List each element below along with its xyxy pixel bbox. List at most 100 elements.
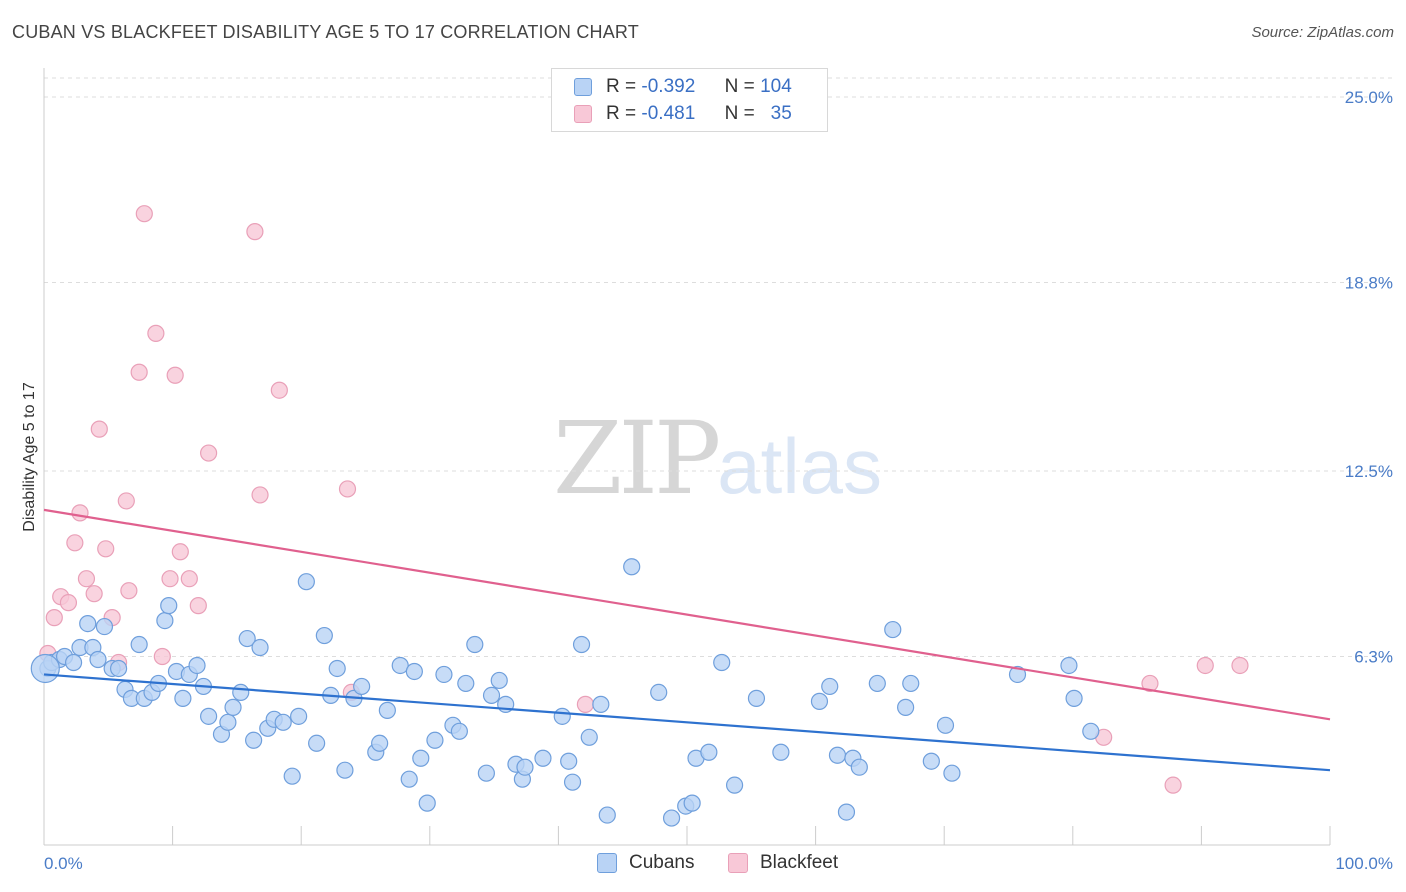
cubans-point [1008,665,1027,684]
blackfeet-point [246,223,264,241]
blackfeet-point [161,570,179,588]
source-credit: Source: ZipAtlas.com [1251,24,1394,41]
blackfeet-point [77,570,96,588]
cubans-point [516,758,534,776]
cubans-point [238,629,256,648]
watermark-zip: ZIP [553,400,721,517]
y-axis-label: Disability Age 5 to 17 [21,382,38,532]
cubans-point [274,713,292,731]
cubans-point [308,734,326,752]
cubans-swatch [574,78,592,96]
blackfeet-point [1164,776,1182,794]
cubans-point [353,677,371,696]
cubans-point [30,653,60,684]
legend-r-value: -0.481 [641,103,696,124]
cubans-point [336,761,354,779]
cubans-point [868,674,886,693]
blackfeet-point [71,504,89,522]
x-tick-label: 100.0% [1335,854,1393,873]
cubans-point [553,707,571,725]
cubans-point [490,671,508,690]
cubans-point [1065,689,1083,707]
legend-n-label: N = [724,76,755,97]
cubans-point [482,686,501,705]
blackfeet-point [200,444,218,462]
cubans-point [378,701,396,719]
blackfeet-point [1196,656,1214,675]
cubans-point [95,617,114,636]
cubans-point [560,752,578,770]
cubans-point [405,662,423,681]
y-tick-label: 18.8% [1345,274,1393,293]
cubans-point [884,620,902,639]
blackfeet-point [85,585,103,603]
cubans-point [662,809,681,827]
cubans-point [188,656,206,675]
cubans-point [400,770,418,788]
cubans-point [64,653,83,672]
cubans-point [174,689,192,707]
cubans-point [79,614,97,633]
cubans-point [89,650,107,669]
cubans-point [650,683,668,702]
cubans-point [297,573,315,591]
cubans-point [592,695,610,713]
watermark: ZIPatlas [553,400,882,517]
legend-item-cubans: Cubans [597,852,695,874]
blackfeet-point [90,420,108,438]
cubans-point [837,803,856,821]
correlation-legend: R = -0.392 N = 104 R = -0.481 N = 35 [551,68,828,132]
blackfeet-point [251,486,269,504]
blackfeet-point [153,647,171,666]
cubans-point [245,731,263,749]
cubans-point [828,746,847,764]
cubans-point [290,707,308,725]
blackfeet-point [59,594,78,612]
y-tick-label: 6.3% [1354,648,1393,667]
blackfeet-point [117,492,135,510]
cubans-point [283,767,301,785]
x-tick-label: 0.0% [44,854,83,873]
cubans-point [943,764,961,782]
series-legend: Cubans Blackfeet [0,850,1406,878]
cubans-point [109,659,128,678]
legend-r-label: R = [606,103,637,124]
legend-n-value: 104 [760,76,792,97]
cubans-point [1060,656,1078,675]
grid-lines [44,77,1394,658]
cubans-point [412,749,430,767]
cubans-point [466,635,484,654]
cubans-point [251,638,269,657]
cubans-point [772,743,790,761]
legend-row-cubans: R = -0.392 N = 104 [574,75,792,99]
blackfeet-point [171,543,189,561]
blackfeet-point [130,363,148,381]
blackfeet-point [338,480,357,498]
blackfeet-point [66,534,84,552]
legend-label-blackfeet: Blackfeet [760,852,839,873]
cubans-point [1082,722,1100,740]
cubans-trend-line [43,673,1331,772]
y-tick-label: 12.5% [1345,462,1393,481]
cubans-point [315,626,333,645]
cubans-point [572,635,591,654]
legend-n-label: N = [724,103,755,124]
cubans-point [725,776,744,794]
cubans-point [821,677,839,696]
cubans-point [426,731,444,749]
blackfeet-point [45,609,63,627]
axes [43,68,1331,846]
cubans-point [683,794,701,812]
cubans-point [580,728,598,746]
blackfeet-point [1231,656,1249,675]
cubans-point [219,713,237,731]
cubans-point [902,674,920,693]
blackfeet-point [120,582,138,600]
axis-labels: 6.3% 12.5% 18.8% 25.0% 0.0% 100.0% Disability … [21,88,1393,873]
cubans-point [328,659,346,678]
blackfeet-point [135,205,153,223]
cubans-point [713,653,731,672]
cubans-point [747,689,766,707]
cubans-point [232,683,250,702]
cubans-point [534,749,552,767]
